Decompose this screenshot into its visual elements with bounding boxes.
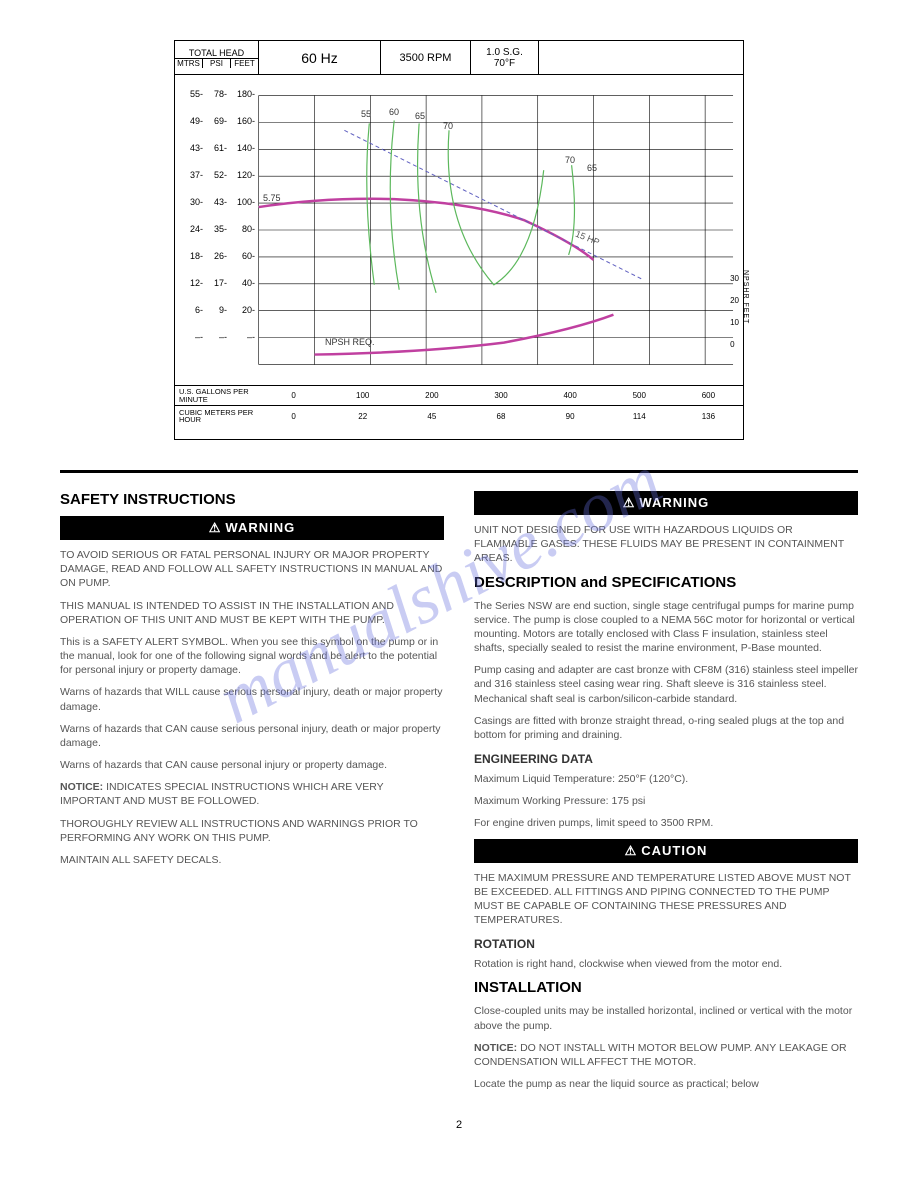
temp-label: 70°F xyxy=(494,58,515,69)
eng-data-heading: ENGINEERING DATA xyxy=(474,752,858,766)
max-temp: Maximum Liquid Temperature: 250°F (120°C… xyxy=(474,772,858,786)
warning-bar-right: WARNING xyxy=(474,491,858,515)
left-column: SAFETY INSTRUCTIONS WARNING TO AVOID SER… xyxy=(60,491,444,1099)
safety-p5: MAINTAIN ALL SAFETY DECALS. xyxy=(60,853,444,867)
warning-bar-left: WARNING xyxy=(60,516,444,540)
impeller-dia: 5.75 xyxy=(263,193,281,203)
sg-label: 1.0 S.G. xyxy=(486,47,523,58)
col-feet: FEET xyxy=(231,59,258,68)
safety-heading: SAFETY INSTRUCTIONS xyxy=(60,491,444,508)
desc-heading: DESCRIPTION and SPECIFICATIONS xyxy=(474,574,858,591)
x-gpm-label: U.S. GALLONS PER MINUTE xyxy=(175,388,259,403)
x-m3-label: CUBIC METERS PER HOUR xyxy=(175,409,259,424)
npsh-axis-title: NPSHR FEET xyxy=(742,270,749,324)
rotation-text: Rotation is right hand, clockwise when v… xyxy=(474,957,858,971)
section-divider xyxy=(60,470,858,473)
col-psi: PSI xyxy=(203,59,231,68)
safety-p2: THIS MANUAL IS INTENDED TO ASSIST IN THE… xyxy=(60,599,444,627)
warning-def: Warns of hazards that CAN cause serious … xyxy=(60,722,444,750)
install-p1: Close-coupled units may be installed hor… xyxy=(474,1004,858,1032)
max-pressure: Maximum Working Pressure: 175 psi xyxy=(474,794,858,808)
right-column: WARNING UNIT NOT DESIGNED FOR USE WITH H… xyxy=(474,491,858,1099)
plot-svg xyxy=(175,75,743,385)
rotation-heading: ROTATION xyxy=(474,937,858,951)
install-heading: INSTALLATION xyxy=(474,979,858,996)
page-number: 2 xyxy=(60,1119,858,1131)
desc-p3: Casings are fitted with bronze straight … xyxy=(474,714,858,742)
caution-def: Warns of hazards that CAN cause personal… xyxy=(60,758,444,772)
safety-p4: THOROUGHLY REVIEW ALL INSTRUCTIONS AND W… xyxy=(60,817,444,845)
rpm-label: 3500 RPM xyxy=(381,41,471,74)
caution-bar: CAUTION xyxy=(474,839,858,863)
npsh-label: NPSH REQ. xyxy=(325,337,375,347)
install-p3: Locate the pump as near the liquid sourc… xyxy=(474,1077,858,1091)
chart-title: TOTAL HEAD xyxy=(189,48,244,58)
col-mtrs: MTRS xyxy=(175,59,203,68)
safety-p1: TO AVOID SERIOUS OR FATAL PERSONAL INJUR… xyxy=(60,548,444,591)
speed-limit: For engine driven pumps, limit speed to … xyxy=(474,816,858,830)
desc-p1: The Series NSW are end suction, single s… xyxy=(474,599,858,656)
danger-def: Warns of hazards that WILL cause serious… xyxy=(60,685,444,713)
hazard-warning: UNIT NOT DESIGNED FOR USE WITH HAZARDOUS… xyxy=(474,523,858,566)
desc-p2: Pump casing and adapter are cast bronze … xyxy=(474,663,858,706)
safety-p3: This is a SAFETY ALERT SYMBOL. When you … xyxy=(60,635,444,678)
pump-curve-chart: TOTAL HEAD MTRS PSI FEET 60 Hz 3500 RPM … xyxy=(174,40,744,440)
hz-label: 60 Hz xyxy=(259,41,381,74)
caution-text: THE MAXIMUM PRESSURE AND TEMPERATURE LIS… xyxy=(474,871,858,928)
